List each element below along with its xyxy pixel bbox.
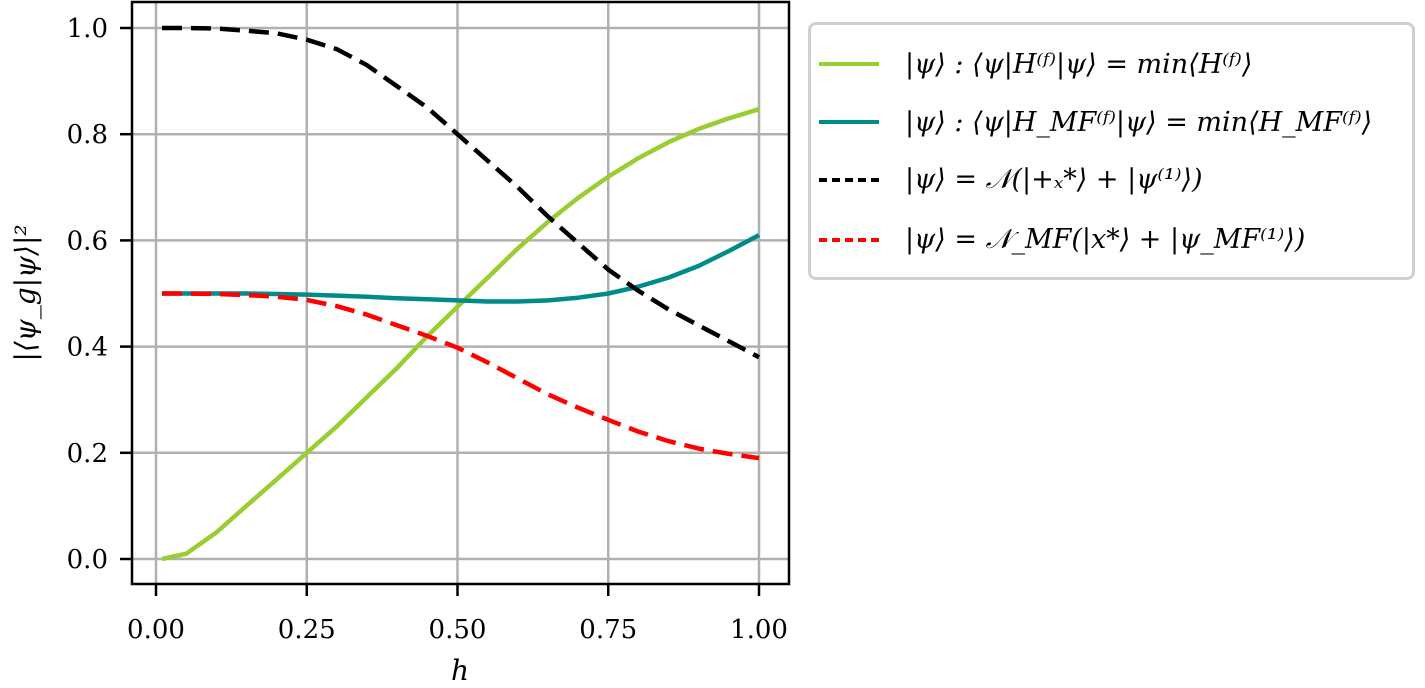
grid-lines xyxy=(132,2,789,584)
legend-label: |ψ⟩ = 𝒩_MF(|x*⟩ + |ψ_MF⁽¹⁾⟩) xyxy=(905,224,1306,255)
legend-item-perturbative: |ψ⟩ = 𝒩(|+ₓ*⟩ + |ψ⁽¹⁾⟩) xyxy=(811,155,1203,205)
y-tick-label: 0.4 xyxy=(67,333,108,363)
series-line-0 xyxy=(161,107,760,562)
x-tick-label: 0.00 xyxy=(127,615,185,645)
y-tick-label: 0.8 xyxy=(67,120,108,150)
curves xyxy=(161,25,761,562)
y-tick-label: 0.2 xyxy=(67,439,108,469)
y-axis-label: |⟨ψ_g|ψ⟩|² xyxy=(9,224,42,361)
y-tick-label: 0.0 xyxy=(67,545,108,575)
x-axis-label: h xyxy=(451,654,469,687)
plot-frame xyxy=(130,0,791,586)
series-line-3 xyxy=(162,291,760,461)
legend-swatch-black xyxy=(819,178,879,182)
x-tick-label: 0.25 xyxy=(278,615,336,645)
legend-swatch-teal xyxy=(819,120,879,124)
legend-swatch-green xyxy=(819,62,879,66)
x-tick-label: 0.50 xyxy=(429,615,487,645)
legend-item-exact: |ψ⟩ : ⟨ψ|H⁽ᶠ⁾|ψ⟩ = min⟨H⁽ᶠ⁾⟩ xyxy=(811,39,1252,89)
y-tick-label: 1.0 xyxy=(67,14,108,44)
legend-label: |ψ⟩ : ⟨ψ|H⁽ᶠ⁾|ψ⟩ = min⟨H⁽ᶠ⁾⟩ xyxy=(905,48,1253,80)
legend-label: |ψ⟩ = 𝒩(|+ₓ*⟩ + |ψ⁽¹⁾⟩) xyxy=(905,164,1203,195)
series-line-2 xyxy=(162,25,761,360)
legend-swatch-red xyxy=(819,238,879,242)
x-tick-label: 0.75 xyxy=(579,615,637,645)
x-tick-label: 1.00 xyxy=(730,615,788,645)
series-line-1 xyxy=(162,233,761,304)
legend-item-mf-perturbative: |ψ⟩ = 𝒩_MF(|x*⟩ + |ψ_MF⁽¹⁾⟩) xyxy=(811,215,1305,265)
legend-item-mf: |ψ⟩ : ⟨ψ|H_MF⁽ᶠ⁾|ψ⟩ = min⟨H_MF⁽ᶠ⁾⟩ xyxy=(811,97,1372,147)
legend-label: |ψ⟩ : ⟨ψ|H_MF⁽ᶠ⁾|ψ⟩ = min⟨H_MF⁽ᶠ⁾⟩ xyxy=(905,106,1373,138)
axis-ticks: 0.00 0.25 0.50 0.75 1.00 0.0 0.2 0.4 0.6 0.8 1.0 xyxy=(67,14,788,645)
y-tick-label: 0.6 xyxy=(67,226,108,256)
line-chart: 0.00 0.25 0.50 0.75 1.00 0.0 0.2 0.4 0.6 0.8 1.0 h… xyxy=(9,0,791,687)
legend: |ψ⟩ : ⟨ψ|H⁽ᶠ⁾|ψ⟩ = min⟨H⁽ᶠ⁾⟩ |ψ⟩ : ⟨ψ|H_… xyxy=(808,22,1415,280)
